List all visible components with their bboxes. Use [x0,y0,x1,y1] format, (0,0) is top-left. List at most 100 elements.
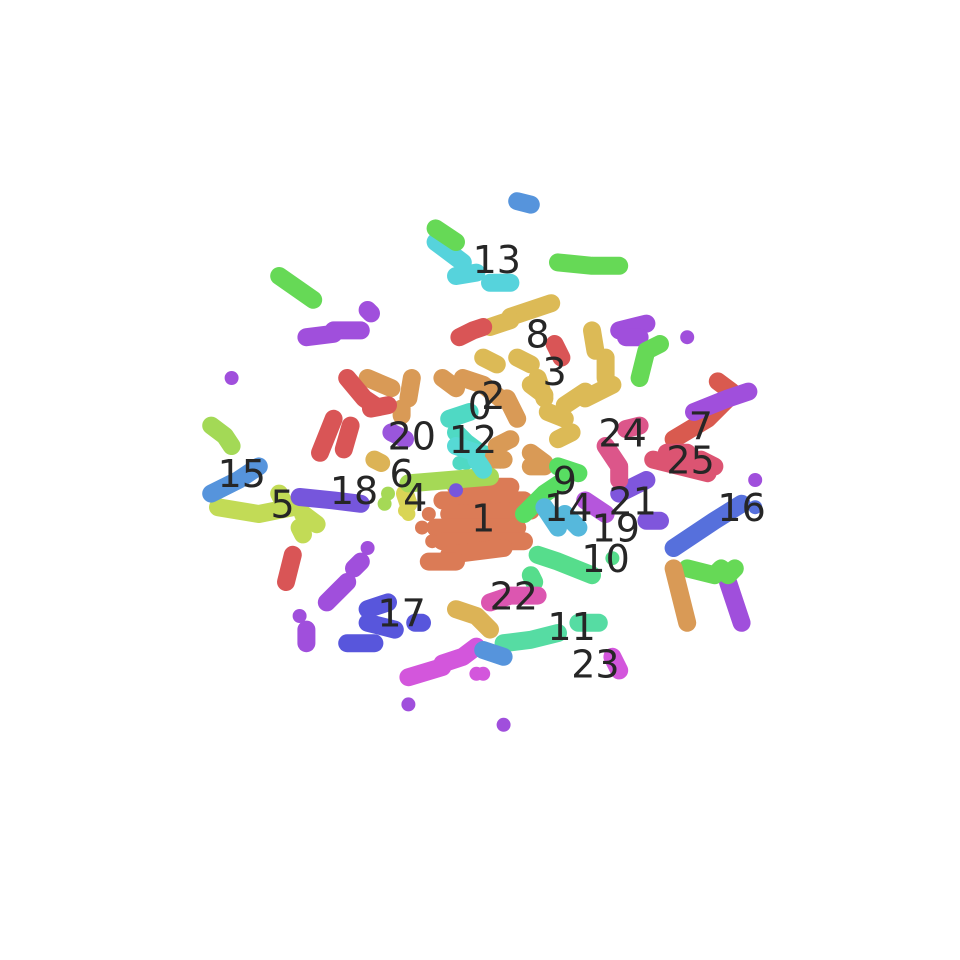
cluster-label-15: 15 [218,452,266,496]
cluster-label-19: 19 [592,507,640,551]
point-group [450,318,493,347]
cluster-label-6: 6 [390,452,414,496]
point-group [358,301,380,323]
point-group [535,498,567,537]
cluster-label-4: 4 [403,476,427,520]
point-group [545,335,571,367]
point-group [433,369,465,398]
point-group [610,471,656,503]
cluster-24-points [596,416,649,489]
point-group [334,416,360,459]
data-point [425,534,440,549]
point-group [494,624,567,653]
cluster-label-1: 1 [471,496,495,540]
cluster-unlabeled-31-points [365,450,499,639]
point-group [399,369,421,408]
point-group [426,233,472,272]
point-group [685,382,758,421]
point-group [691,450,724,476]
point-group [481,586,547,612]
cluster-5-points [209,484,326,544]
cluster-19-points [576,491,615,523]
point-group [515,471,574,523]
data-point [748,500,763,515]
cluster-label-16: 16 [717,486,765,530]
point-group [426,219,465,251]
cluster-label-11: 11 [547,605,595,649]
cluster-16-points [664,494,763,557]
cluster-unlabeled-28-points [270,219,744,585]
point-group [270,267,323,309]
data-point [476,666,491,681]
cluster-13-points [426,233,520,292]
data-point [748,473,763,487]
cluster-label-14: 14 [544,486,592,530]
cluster-6-points [377,467,499,511]
point-group [467,450,493,479]
point-group [596,437,629,489]
point-group [399,658,452,687]
cluster-23-points [399,637,629,687]
point-group [508,348,540,374]
point-group [549,423,581,449]
cluster-label-9: 9 [553,459,577,503]
point-group [508,192,540,214]
point-group [603,647,629,680]
data-point [680,330,695,345]
cluster-17-points [338,593,431,653]
point-group [555,505,588,537]
point-group [549,253,629,275]
data-point [360,541,375,555]
cluster-18-points [290,483,463,513]
point-group [583,321,605,360]
point-group [202,416,241,455]
cluster-10-points [521,545,620,591]
cluster-4-points [396,484,418,521]
point-group [555,382,595,415]
point-group [277,545,302,591]
point-group [270,484,295,517]
point-group [630,335,669,387]
cluster-label-20: 20 [388,415,436,459]
point-group [202,457,268,503]
cluster-label-22: 22 [490,575,538,619]
point-group [399,467,499,493]
point-group [521,566,544,591]
cluster-8-points [474,294,622,449]
point-group [290,488,370,513]
point-group [474,348,506,374]
cluster-3-points [545,335,571,367]
point-group [474,641,513,666]
data-point [401,697,416,712]
point-group [664,494,751,557]
data-point [224,371,239,385]
cluster-9-points [515,457,588,523]
point-group [549,457,588,483]
data-point [421,507,436,521]
point-group [382,423,414,449]
cluster-11-points [494,613,608,653]
cluster-label-21: 21 [609,479,657,523]
cluster-22-points [481,586,547,612]
point-group [521,375,554,404]
cluster-21-points [610,471,669,530]
data-point [292,609,307,623]
point-group [498,389,527,428]
point-group [576,491,615,523]
point-group [294,505,326,534]
data-point [377,496,392,511]
point-group [447,263,486,285]
point-group [481,311,520,336]
cluster-label-3: 3 [543,350,567,394]
cluster-12-points [447,437,493,479]
cluster-20-points [382,423,414,449]
point-group [362,396,397,418]
cluster-label-13: 13 [473,238,521,282]
cluster-label-23: 23 [571,643,619,687]
data-point [449,483,463,498]
point-group [528,545,601,585]
point-group [487,430,520,455]
point-group [358,593,397,619]
point-group [396,484,418,513]
